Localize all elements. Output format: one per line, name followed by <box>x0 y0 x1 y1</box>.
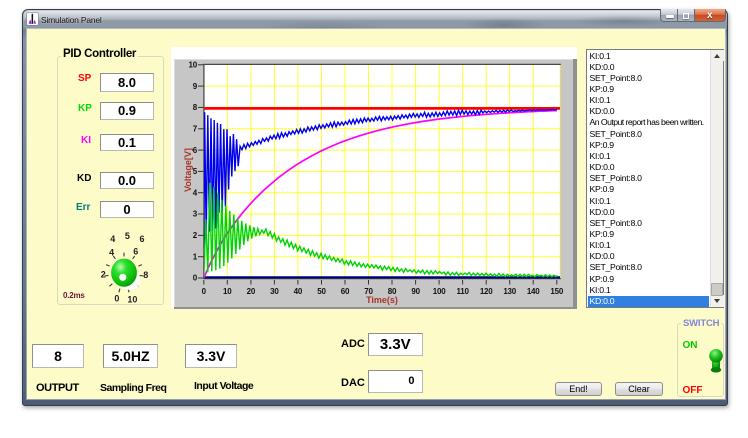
svg-text:6: 6 <box>193 146 198 155</box>
svg-text:4: 4 <box>193 188 198 197</box>
svg-text:50: 50 <box>317 287 326 296</box>
svg-text:90: 90 <box>411 287 420 296</box>
svg-text:80: 80 <box>388 287 397 296</box>
svg-text:0: 0 <box>202 287 207 296</box>
svg-text:40: 40 <box>294 287 303 296</box>
svg-text:30: 30 <box>270 287 279 296</box>
svg-text:9: 9 <box>193 82 198 91</box>
svg-text:1: 1 <box>193 252 198 261</box>
svg-text:20: 20 <box>247 287 256 296</box>
svg-text:150: 150 <box>550 287 563 296</box>
svg-text:8: 8 <box>193 103 198 112</box>
svg-text:120: 120 <box>480 287 493 296</box>
svg-text:140: 140 <box>527 287 540 296</box>
svg-text:130: 130 <box>503 287 516 296</box>
svg-text:100: 100 <box>433 287 446 296</box>
svg-text:10: 10 <box>223 287 232 296</box>
svg-text:2: 2 <box>193 231 198 240</box>
svg-text:70: 70 <box>364 287 373 296</box>
svg-text:10: 10 <box>189 61 198 70</box>
svg-text:0: 0 <box>193 274 198 283</box>
svg-text:Time(s): Time(s) <box>366 295 398 305</box>
svg-text:110: 110 <box>456 287 469 296</box>
svg-text:Voltage[V]: Voltage[V] <box>183 148 193 192</box>
svg-text:7: 7 <box>193 125 198 134</box>
svg-text:60: 60 <box>341 287 350 296</box>
svg-text:5: 5 <box>193 167 198 176</box>
svg-text:3: 3 <box>193 210 198 219</box>
